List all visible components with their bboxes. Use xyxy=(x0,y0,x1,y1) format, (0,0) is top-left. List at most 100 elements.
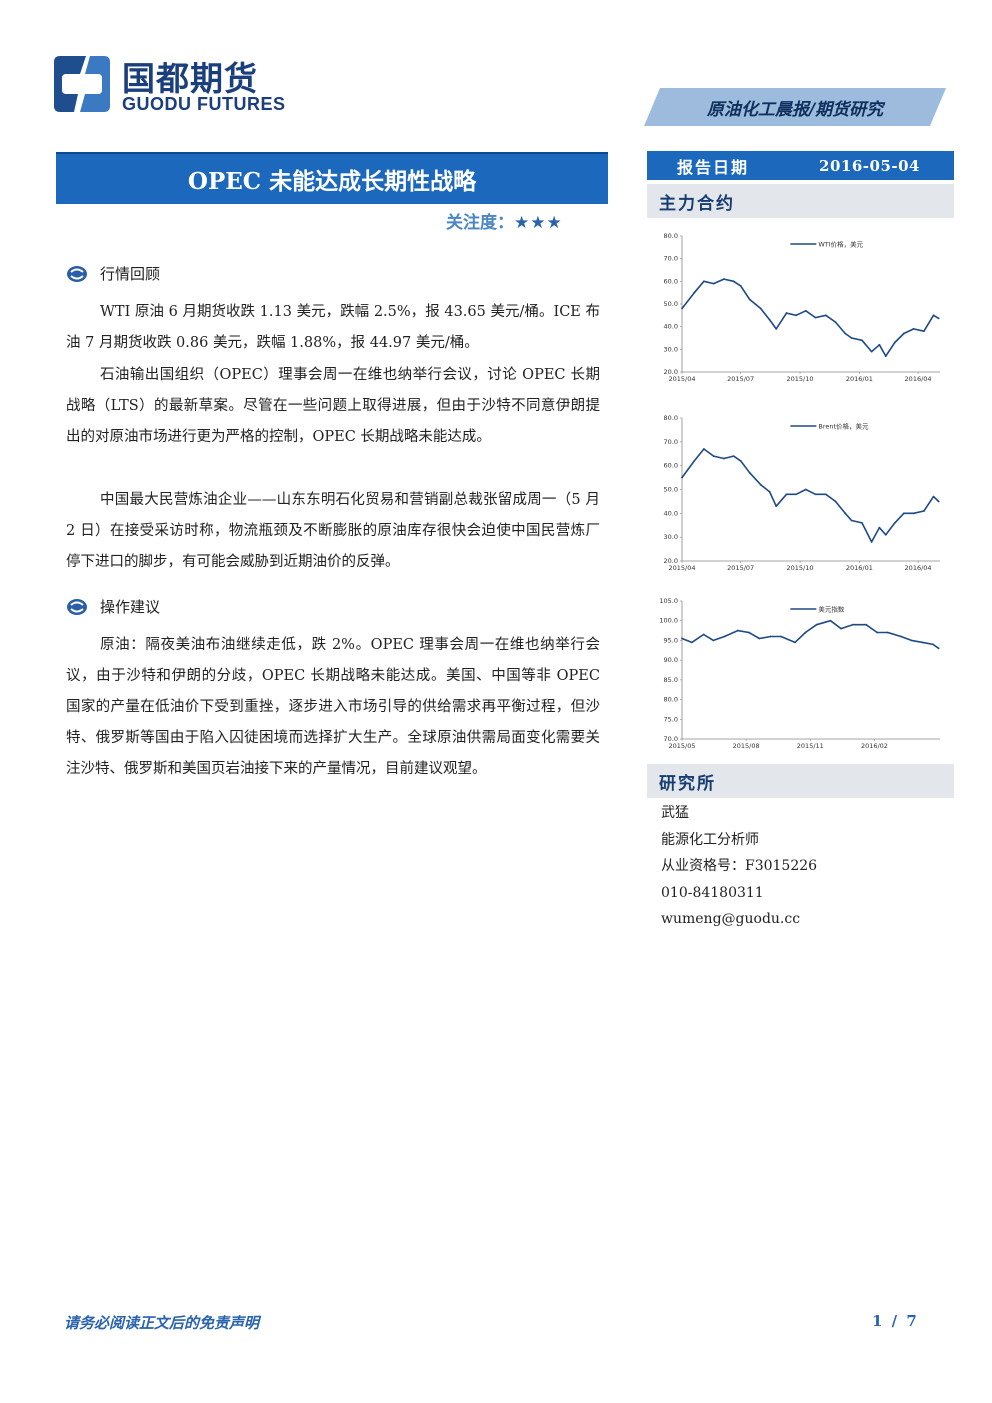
data-point xyxy=(886,631,889,634)
x-tick-label: 2015/10 xyxy=(787,375,814,383)
data-point xyxy=(795,493,798,496)
y-tick-label: 20.0 xyxy=(664,368,678,376)
x-tick-label: 2015/05 xyxy=(668,742,695,750)
data-point xyxy=(712,282,715,285)
y-tick-label: 105.0 xyxy=(659,597,678,605)
report-title-text: OPEC 未能达成长期性战略 xyxy=(187,168,477,195)
y-tick-label: 90.0 xyxy=(664,656,678,664)
section-heading-text: 操作建议 xyxy=(100,598,161,616)
data-point xyxy=(759,483,762,486)
data-point xyxy=(723,635,726,638)
data-point xyxy=(804,309,807,312)
data-point xyxy=(893,521,896,524)
section-heading-review: 行情回顾 xyxy=(66,263,160,284)
research-heading: 研究所 xyxy=(647,764,954,798)
data-point xyxy=(681,307,683,310)
data-point xyxy=(703,280,705,283)
data-point xyxy=(937,500,940,503)
data-point xyxy=(922,330,925,333)
x-tick-label: 2016/04 xyxy=(905,564,932,572)
analyst-email[interactable]: wumeng@guodu.cc xyxy=(661,911,801,927)
data-point xyxy=(690,641,693,644)
x-tick-label: 2015/07 xyxy=(727,564,754,572)
data-point xyxy=(804,488,807,491)
page-number: 1 / 7 xyxy=(872,1312,917,1330)
data-point xyxy=(870,350,873,353)
analyst-title: 能源化工分析师 xyxy=(661,831,759,848)
data-point xyxy=(884,355,887,358)
data-point xyxy=(878,526,881,529)
y-tick-label: 80.0 xyxy=(664,696,678,704)
y-tick-label: 70.0 xyxy=(664,438,678,446)
review-paragraph-3: 中国最大民营炼油企业——山东东明石化贸易和营销副总裁张留成周一（5 月 2 日）… xyxy=(66,492,600,570)
y-tick-label: 75.0 xyxy=(664,715,678,723)
data-point xyxy=(785,312,788,314)
data-point xyxy=(693,291,696,294)
data-point xyxy=(893,341,896,344)
disclaimer-note: 请务必阅读正文后的免责声明 xyxy=(64,1314,260,1332)
dollar-index-chart-svg: 105.0100.095.090.085.080.075.070.02015/0… xyxy=(659,597,940,750)
data-point xyxy=(900,635,902,638)
series-line xyxy=(681,448,940,543)
analyst-license: 从业资格号：F3015226 xyxy=(661,858,818,874)
data-point xyxy=(739,284,742,287)
data-point xyxy=(910,639,913,642)
data-point xyxy=(937,317,940,320)
legend-label: Brent价格，美元 xyxy=(818,422,869,431)
data-point xyxy=(844,332,847,335)
data-point xyxy=(768,318,771,321)
company-logo: 国都期货 GUODU FUTURES xyxy=(50,50,300,120)
y-tick-label: 40.0 xyxy=(664,509,678,517)
data-point xyxy=(723,457,725,460)
y-tick-label: 80.0 xyxy=(664,232,678,240)
section-heading-text: 行情回顾 xyxy=(100,265,161,283)
x-tick-label: 2015/10 xyxy=(787,564,814,572)
data-point xyxy=(834,500,837,503)
series-line xyxy=(681,619,940,649)
dollar-index-chart: 105.0 100.0 95.0 90.0 85.0 80.0 75.0 70.0 2015/0… xyxy=(652,593,950,753)
section-bullet-icon xyxy=(67,598,87,615)
y-tick-label: 50.0 xyxy=(664,486,678,494)
y-tick-label: 50.0 xyxy=(664,300,678,308)
x-tick-label: 2015/04 xyxy=(668,375,695,383)
data-point xyxy=(844,512,847,515)
data-point xyxy=(785,493,788,496)
y-tick-label: 60.0 xyxy=(664,277,678,285)
x-tick-label: 2015/04 xyxy=(668,564,695,572)
data-point xyxy=(681,637,683,640)
report-date-bar: 报告日期 2016-05-04 xyxy=(647,151,954,180)
data-point xyxy=(712,639,715,642)
data-point xyxy=(768,490,771,493)
data-point xyxy=(824,314,827,317)
y-tick-label: 30.0 xyxy=(664,345,678,353)
report-type-banner: 原油化工晨报/期货研究 xyxy=(644,88,946,126)
data-point xyxy=(814,493,817,496)
report-title: OPEC 未能达成长期性战略 xyxy=(56,152,608,204)
data-point xyxy=(775,328,778,330)
data-point xyxy=(824,493,827,496)
x-tick-label: 2016/01 xyxy=(846,564,873,572)
review-paragraph-1: WTI 原油 6 月期货收跌 1.13 美元，跌幅 2.5%，报 43.65 美… xyxy=(66,304,600,351)
data-point xyxy=(937,647,940,650)
advice-paragraph-1: 原油：隔夜美油布油继续走低，跌 2%。OPEC 理事会周一在维也纳举行会议，由于… xyxy=(66,637,600,777)
brent-price-chart: 80.0 70.0 60.0 50.0 40.0 30.0 20.0 2015/04 2015/… xyxy=(652,410,950,575)
series-line xyxy=(681,278,940,357)
wti-price-chart: 80.0 70.0 60.0 50.0 40.0 30.0 20.0 2015/04 2015/… xyxy=(652,228,950,386)
data-point xyxy=(702,633,705,636)
data-point xyxy=(870,541,873,543)
logo-english-name: GUODU FUTURES xyxy=(122,94,286,114)
data-point xyxy=(712,455,715,458)
data-point xyxy=(748,471,751,474)
x-tick-label: 2015/11 xyxy=(797,742,824,750)
contracts-heading: 主力合约 xyxy=(647,184,954,218)
logo-chinese-name: 国都期货 xyxy=(122,59,258,98)
x-tick-label: 2016/01 xyxy=(846,375,873,383)
data-point xyxy=(748,631,750,634)
data-point xyxy=(829,619,832,622)
data-point xyxy=(902,332,905,335)
data-point xyxy=(681,476,683,479)
data-point xyxy=(739,460,742,462)
data-point xyxy=(732,280,735,283)
y-tick-label: 95.0 xyxy=(664,636,678,644)
data-point xyxy=(814,316,817,319)
